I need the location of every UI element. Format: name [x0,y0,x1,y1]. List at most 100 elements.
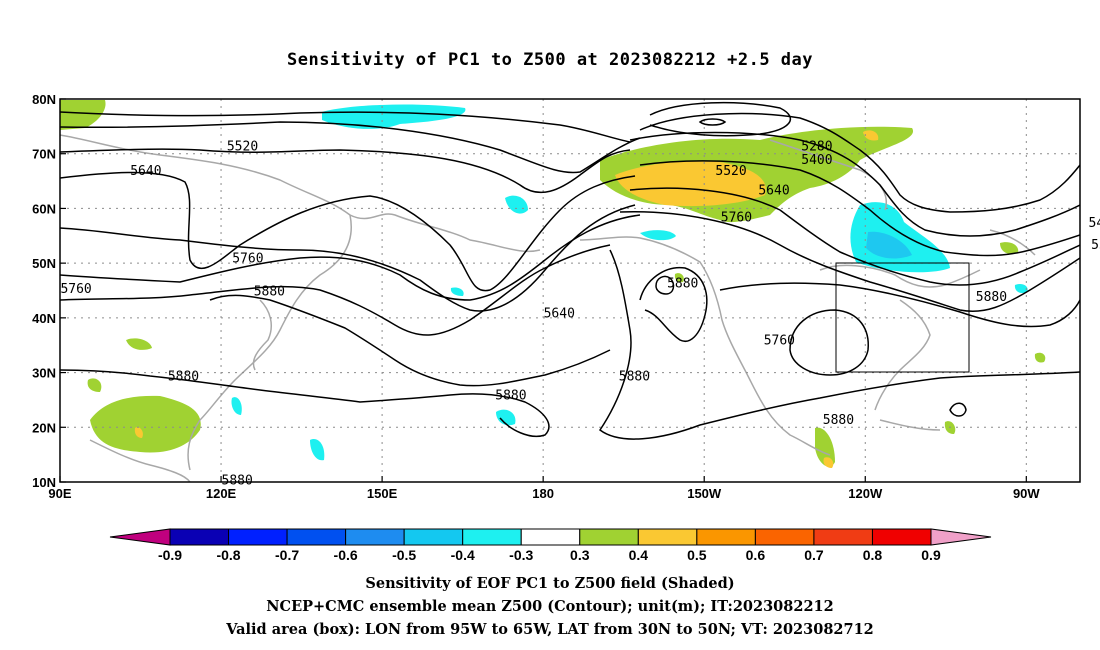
colorbar-label: -0.7 [275,547,299,563]
contour-label: 5880 [222,473,253,488]
colorbar-swatch [345,528,405,546]
valid-area-box [835,262,970,373]
colorbar-swatch [169,528,230,546]
contour-label: 5280 [801,140,832,155]
colorbar-label: -0.8 [216,547,240,563]
y-tick-label: 40N [32,311,56,326]
shade-positive-area [815,427,835,467]
shade-negative-area [231,397,242,415]
contour-line [60,171,636,292]
shade-positive-area [90,395,201,453]
contour-label: 5880 [976,290,1007,305]
contour-label: 5520 [227,140,258,155]
contour-line [598,249,1080,440]
contour-label: 5880 [667,276,698,291]
colorbar-label: 0.3 [570,547,590,563]
shade-negative-area [1014,283,1028,294]
y-tick-label: 10N [32,475,56,490]
shade-positive-area [126,338,152,350]
axis-ticks: 90E120E150E180150W120W90W60W10N20N30N40N… [32,92,1040,501]
shade-negative-area [505,195,528,214]
y-tick-label: 60N [32,201,56,216]
contour-label: 5520 [715,164,746,179]
contour-line [629,131,1080,237]
contour-line [649,101,792,137]
contour-line [60,148,631,194]
y-tick-label: 80N [32,92,56,107]
colorbar-swatch [462,528,522,546]
colorbar-label: -0.5 [392,547,416,563]
shade-negative-area [450,287,464,296]
colorbar-swatch [403,528,464,546]
map-grid [60,99,1080,482]
contour-line [60,369,550,437]
contour-line [60,121,641,174]
contour-line [698,118,727,126]
shade-negative-area [310,439,325,461]
contour-label: 5880 [619,369,650,384]
contour-label: 5760 [60,282,91,297]
contour-label: 5640 [758,183,789,198]
y-tick-label: 70N [32,147,56,162]
contour-label: 5640 [544,306,575,321]
shade-negative-area [496,409,516,426]
colorbar-arrow-right [930,528,992,546]
colorbar-label: 0.7 [804,547,824,563]
colorbar-label: -0.3 [509,547,533,563]
contour-line [60,111,631,143]
colorbar-swatch [579,528,639,546]
colorbar-label: 0.5 [687,547,707,563]
contour-line [639,160,1080,257]
contour-line [639,266,708,342]
colorbar-swatch [813,528,873,546]
x-tick-label: 120E [206,486,237,501]
contour-line [639,112,1080,213]
x-tick-label: 120W [848,486,883,501]
colorbar-label: 0.4 [629,547,649,563]
caption-contour: NCEP+CMC ensemble mean Z500 (Contour); u… [266,598,834,615]
shade-positive-area [1034,352,1046,363]
contour-label: 5880 [495,388,526,403]
contour-label: 5400 [801,153,832,168]
colorbar-swatch [696,528,756,546]
y-tick-label: 50N [32,256,56,271]
shade-positive-area [1000,242,1019,254]
colorbar-swatch [228,528,288,546]
contour-line [789,309,869,376]
colorbar-label: 0.9 [921,547,941,563]
contour-label: 5760 [232,252,263,267]
z500-contours [60,101,1080,440]
sensitivity-shading [60,100,1046,468]
colorbar-label: -0.4 [451,547,475,563]
contour-labels: 5520564052805400552056405760540055205640… [60,140,1100,489]
shade-positive-strong-area [615,160,766,207]
contour-line [60,214,641,301]
x-tick-label: 150W [687,486,722,501]
x-tick-label: 90E [48,486,71,501]
caption-valid-area: Valid area (box): LON from 95W to 65W, L… [226,621,874,638]
contour-line [209,294,611,387]
shade-negative-area [640,230,676,241]
contour-label: 5880 [168,369,199,384]
colorbar-swatch [637,528,698,546]
x-tick-label: 90W [1013,486,1040,501]
shade-positive-strong-area [823,457,834,468]
shade-positive-area [60,100,106,130]
shade-negative-area [322,104,466,129]
contour-line [949,402,967,417]
colorbar-swatch [286,528,347,546]
contour-label: 5520 [1091,238,1100,253]
contour-line [619,211,1080,312]
colorbar: -0.9 -0.8 -0.7 -0.6 -0.5 -0.4 -0.3 0.3 0.4 0.5 0.6… [109,528,992,563]
colorbar-label: 0.6 [746,547,766,563]
contour-line [629,187,1080,286]
contour-line [60,244,611,336]
colorbar-label: -0.9 [158,547,182,563]
contour-label: 5640 [130,164,161,179]
colorbar-swatch [871,528,932,546]
colorbar-label: -0.6 [334,547,358,563]
contour-line [655,275,675,295]
shade-positive-area [674,273,684,283]
contour-line [719,282,1080,328]
